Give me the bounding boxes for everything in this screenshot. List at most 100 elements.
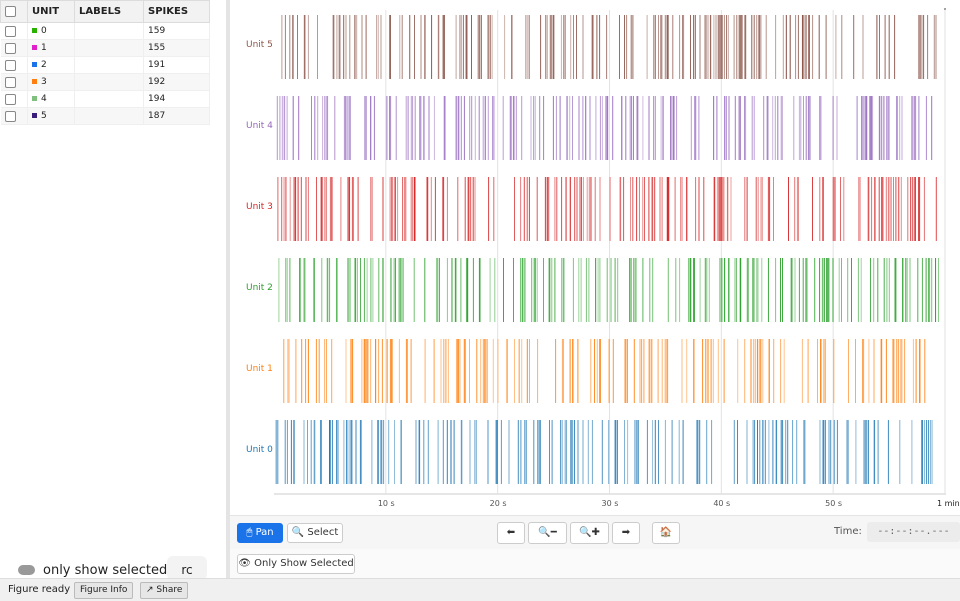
unit-id: 5 — [41, 111, 47, 121]
row-checkbox-cell[interactable] — [0, 73, 28, 91]
left-arrow-icon: ⬅ — [506, 527, 516, 538]
spikes-cell: 191 — [143, 56, 210, 74]
pan-button[interactable]: 🖱 Pan — [237, 523, 283, 543]
row-checkbox-cell[interactable] — [0, 90, 28, 108]
pan-button-label: Pan — [255, 527, 274, 538]
table-row[interactable]: 1 155 — [0, 39, 210, 57]
labels-column-header[interactable]: LABELS — [74, 0, 144, 23]
unit-id: 2 — [41, 60, 47, 70]
select-button-label: Select — [307, 527, 339, 538]
labels-cell[interactable] — [74, 22, 144, 40]
unit-color-swatch — [32, 28, 37, 33]
only-show-selected-toggle[interactable] — [18, 565, 35, 575]
labels-cell[interactable] — [74, 56, 144, 74]
zoom-out-button[interactable]: 🔍━ — [528, 522, 567, 544]
row-checkbox[interactable] — [4, 59, 16, 71]
unit-cell: 4 — [27, 90, 75, 108]
unit-table: UNIT LABELS SPIKES 0 159 1 155 2 191 3 192 4 194 5… — [0, 0, 210, 125]
x-tick-label: 20 s — [489, 499, 507, 508]
status-text: Figure ready — [8, 584, 71, 595]
unit-row-label: Unit 1 — [246, 364, 273, 374]
row-checkbox-cell[interactable] — [0, 39, 28, 57]
table-row[interactable]: 4 194 — [0, 90, 210, 108]
unit-cell: 5 — [27, 107, 75, 125]
x-tick-label: 50 s — [825, 499, 843, 508]
eye-icon: 👁 — [238, 558, 251, 569]
table-row[interactable]: 2 191 — [0, 56, 210, 74]
unit-color-swatch — [32, 62, 37, 67]
magnifier-icon: 🔍 — [291, 527, 305, 538]
only-show-selected-button[interactable]: 👁 Only Show Selected — [237, 554, 355, 574]
only-show-selected-label: only show selected — [43, 563, 168, 578]
unit-cell: 3 — [27, 73, 75, 91]
back-button[interactable]: ⬅ — [497, 522, 525, 544]
time-label: Time: — [834, 526, 862, 537]
unit-id: 4 — [41, 94, 47, 104]
labels-cell[interactable] — [74, 39, 144, 57]
x-tick-label: 10 s — [377, 499, 395, 508]
row-checkbox-cell[interactable] — [0, 22, 28, 40]
row-checkbox-cell[interactable] — [0, 107, 28, 125]
unit-cell: 2 — [27, 56, 75, 74]
zoom-in-icon: 🔍✚ — [579, 527, 600, 538]
spikes-cell: 155 — [143, 39, 210, 57]
select-button[interactable]: 🔍 Select — [287, 523, 343, 543]
row-checkbox[interactable] — [4, 93, 16, 105]
right-arrow-icon: ➡ — [621, 527, 631, 538]
spikes-cell: 159 — [143, 22, 210, 40]
x-tick-label: 1 min — [937, 499, 960, 508]
forward-button[interactable]: ➡ — [612, 522, 640, 544]
unit-row-label: Unit 3 — [246, 202, 273, 212]
plot-options-row: 👁 Only Show Selected — [230, 549, 960, 578]
select-all-header[interactable] — [0, 0, 28, 23]
unit-cell: 1 — [27, 39, 75, 57]
share-button-label: Share — [156, 585, 183, 595]
unit-color-swatch — [32, 113, 37, 118]
unit-id: 3 — [41, 77, 47, 87]
labels-cell[interactable] — [74, 107, 144, 125]
row-checkbox-cell[interactable] — [0, 56, 28, 74]
time-field[interactable]: --:--:--.--- — [867, 522, 960, 542]
only-show-selected-button-label: Only Show Selected — [254, 558, 354, 569]
zoom-in-button[interactable]: 🔍✚ — [570, 522, 609, 544]
unit-color-swatch — [32, 79, 37, 84]
home-button[interactable]: 🏠 — [652, 522, 680, 544]
rc-button[interactable]: rc — [167, 556, 207, 580]
mouse-icon: 🖱 — [246, 527, 253, 538]
figure-info-button[interactable]: Figure Info — [74, 582, 134, 599]
labels-cell[interactable] — [74, 73, 144, 91]
spikes-column-header[interactable]: SPIKES — [143, 0, 210, 23]
zoom-out-icon: 🔍━ — [538, 527, 557, 538]
unit-column-header[interactable]: UNIT — [27, 0, 75, 23]
table-row[interactable]: 5 187 — [0, 107, 210, 125]
unit-row-label: Unit 5 — [246, 40, 273, 50]
table-row[interactable]: 0 159 — [0, 22, 210, 40]
row-checkbox[interactable] — [4, 42, 16, 54]
unit-table-panel: UNIT LABELS SPIKES 0 159 1 155 2 191 3 192 4 194 5… — [0, 0, 226, 580]
unit-row-label: Unit 4 — [246, 121, 273, 131]
unit-row-label: Unit 0 — [246, 445, 273, 455]
x-tick-label: 30 s — [601, 499, 619, 508]
row-checkbox[interactable] — [4, 25, 16, 37]
share-button[interactable]: ↗ Share — [140, 582, 189, 599]
unit-color-swatch — [32, 45, 37, 50]
home-icon: 🏠 — [659, 527, 673, 538]
select-all-checkbox[interactable] — [5, 5, 16, 17]
raster-svg[interactable] — [230, 0, 960, 515]
table-row[interactable]: 3 192 — [0, 73, 210, 91]
unit-cell: 0 — [27, 22, 75, 40]
share-icon: ↗ — [146, 585, 154, 595]
row-checkbox[interactable] — [4, 76, 16, 88]
unit-id: 1 — [41, 43, 47, 53]
spikes-cell: 194 — [143, 90, 210, 108]
spikes-cell: 192 — [143, 73, 210, 91]
panel-divider[interactable] — [226, 0, 230, 578]
only-show-selected-row: only show selected rc — [0, 556, 226, 580]
raster-plot[interactable]: Unit 5 Unit 4 Unit 3 Unit 2 Unit 1 Unit 0 10 s… — [230, 0, 960, 515]
table-header-row: UNIT LABELS SPIKES — [0, 0, 210, 23]
plot-toolbar: 🖱 Pan 🔍 Select ⬅ 🔍━ 🔍✚ ➡ 🏠 Time: --:--:-… — [230, 515, 960, 550]
unit-row-label: Unit 2 — [246, 283, 273, 293]
row-checkbox[interactable] — [4, 110, 16, 122]
x-tick-label: 40 s — [713, 499, 731, 508]
labels-cell[interactable] — [74, 90, 144, 108]
